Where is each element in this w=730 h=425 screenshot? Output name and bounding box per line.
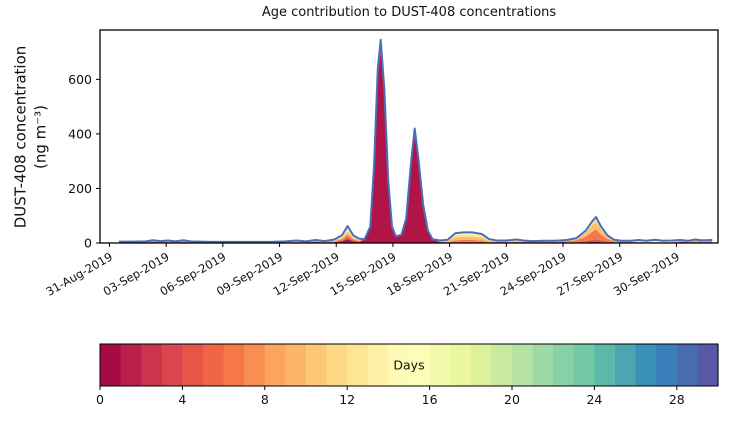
- colorbar-segment: [573, 344, 595, 386]
- x-axis-ticks: 31-Aug-201903-Sep-201906-Sep-201909-Sep-…: [44, 243, 682, 299]
- colorbar-tick-label: 4: [178, 392, 186, 407]
- colorbar-segment: [223, 344, 245, 386]
- colorbar-segment: [120, 344, 142, 386]
- stacked-age-bands: [118, 39, 713, 243]
- colorbar-segment: [326, 344, 348, 386]
- colorbar-tick-label: 28: [669, 392, 685, 407]
- y-axis-label: DUST-408 concentration (ng m⁻³): [2, 30, 60, 243]
- age-band-1d: [118, 51, 713, 243]
- colorbar-segment: [676, 344, 698, 386]
- colorbar-frame: [99, 343, 719, 387]
- colorbar-segment: [264, 344, 286, 386]
- colorbar-segment: [203, 344, 225, 386]
- colorbar-segment: [182, 344, 204, 386]
- colorbar-segment: [656, 344, 678, 386]
- colorbar-segment: [141, 344, 163, 386]
- colorbar-segment: [615, 344, 637, 386]
- y-tick-label: 200: [68, 181, 92, 196]
- colorbar-segment: [388, 344, 410, 386]
- colorbar-segment: [161, 344, 183, 386]
- colorbar: Days 0 4 8 12 16 20 24 28: [96, 343, 719, 407]
- colorbar-segment: [367, 344, 389, 386]
- colorbar-segment: [450, 344, 472, 386]
- colorbar-segment: [409, 344, 431, 386]
- colorbar-segment: [100, 344, 122, 386]
- colorbar-tick-label: 20: [504, 392, 520, 407]
- chart-title: Age contribution to DUST-408 concentrati…: [261, 5, 557, 20]
- colorbar-segment: [594, 344, 616, 386]
- colorbar-segment: [285, 344, 307, 386]
- colorbar-segment: [491, 344, 513, 386]
- colorbar-tick-label: 8: [261, 392, 269, 407]
- colorbar-segment: [635, 344, 657, 386]
- colorbar-segment: [244, 344, 266, 386]
- colorbar-segment: [306, 344, 328, 386]
- colorbar-tick-label: 24: [586, 392, 602, 407]
- y-tick-label: 400: [68, 126, 92, 141]
- y-axis-ticks: 0 200 400 600: [68, 72, 100, 251]
- y-axis-label-line2: (ng m⁻³): [31, 104, 49, 169]
- plot-frame: [99, 29, 719, 244]
- y-tick-label: 600: [68, 72, 92, 87]
- colorbar-tick-label: 16: [422, 392, 438, 407]
- colorbar-segment: [697, 344, 719, 386]
- total-concentration-line: [118, 38, 713, 243]
- colorbar-segment: [532, 344, 554, 386]
- colorbar-segment: [553, 344, 575, 386]
- colorbar-tick-label: 0: [96, 392, 104, 407]
- colorbar-segment: [512, 344, 534, 386]
- colorbar-tick-label: 12: [339, 392, 355, 407]
- colorbar-segment: [347, 344, 369, 386]
- y-tick-label: 0: [84, 236, 92, 251]
- colorbar-label: Days: [393, 358, 424, 373]
- colorbar-segment: [470, 344, 492, 386]
- colorbar-segment: [429, 344, 451, 386]
- y-axis-label-line1: DUST-408 concentration: [11, 45, 30, 228]
